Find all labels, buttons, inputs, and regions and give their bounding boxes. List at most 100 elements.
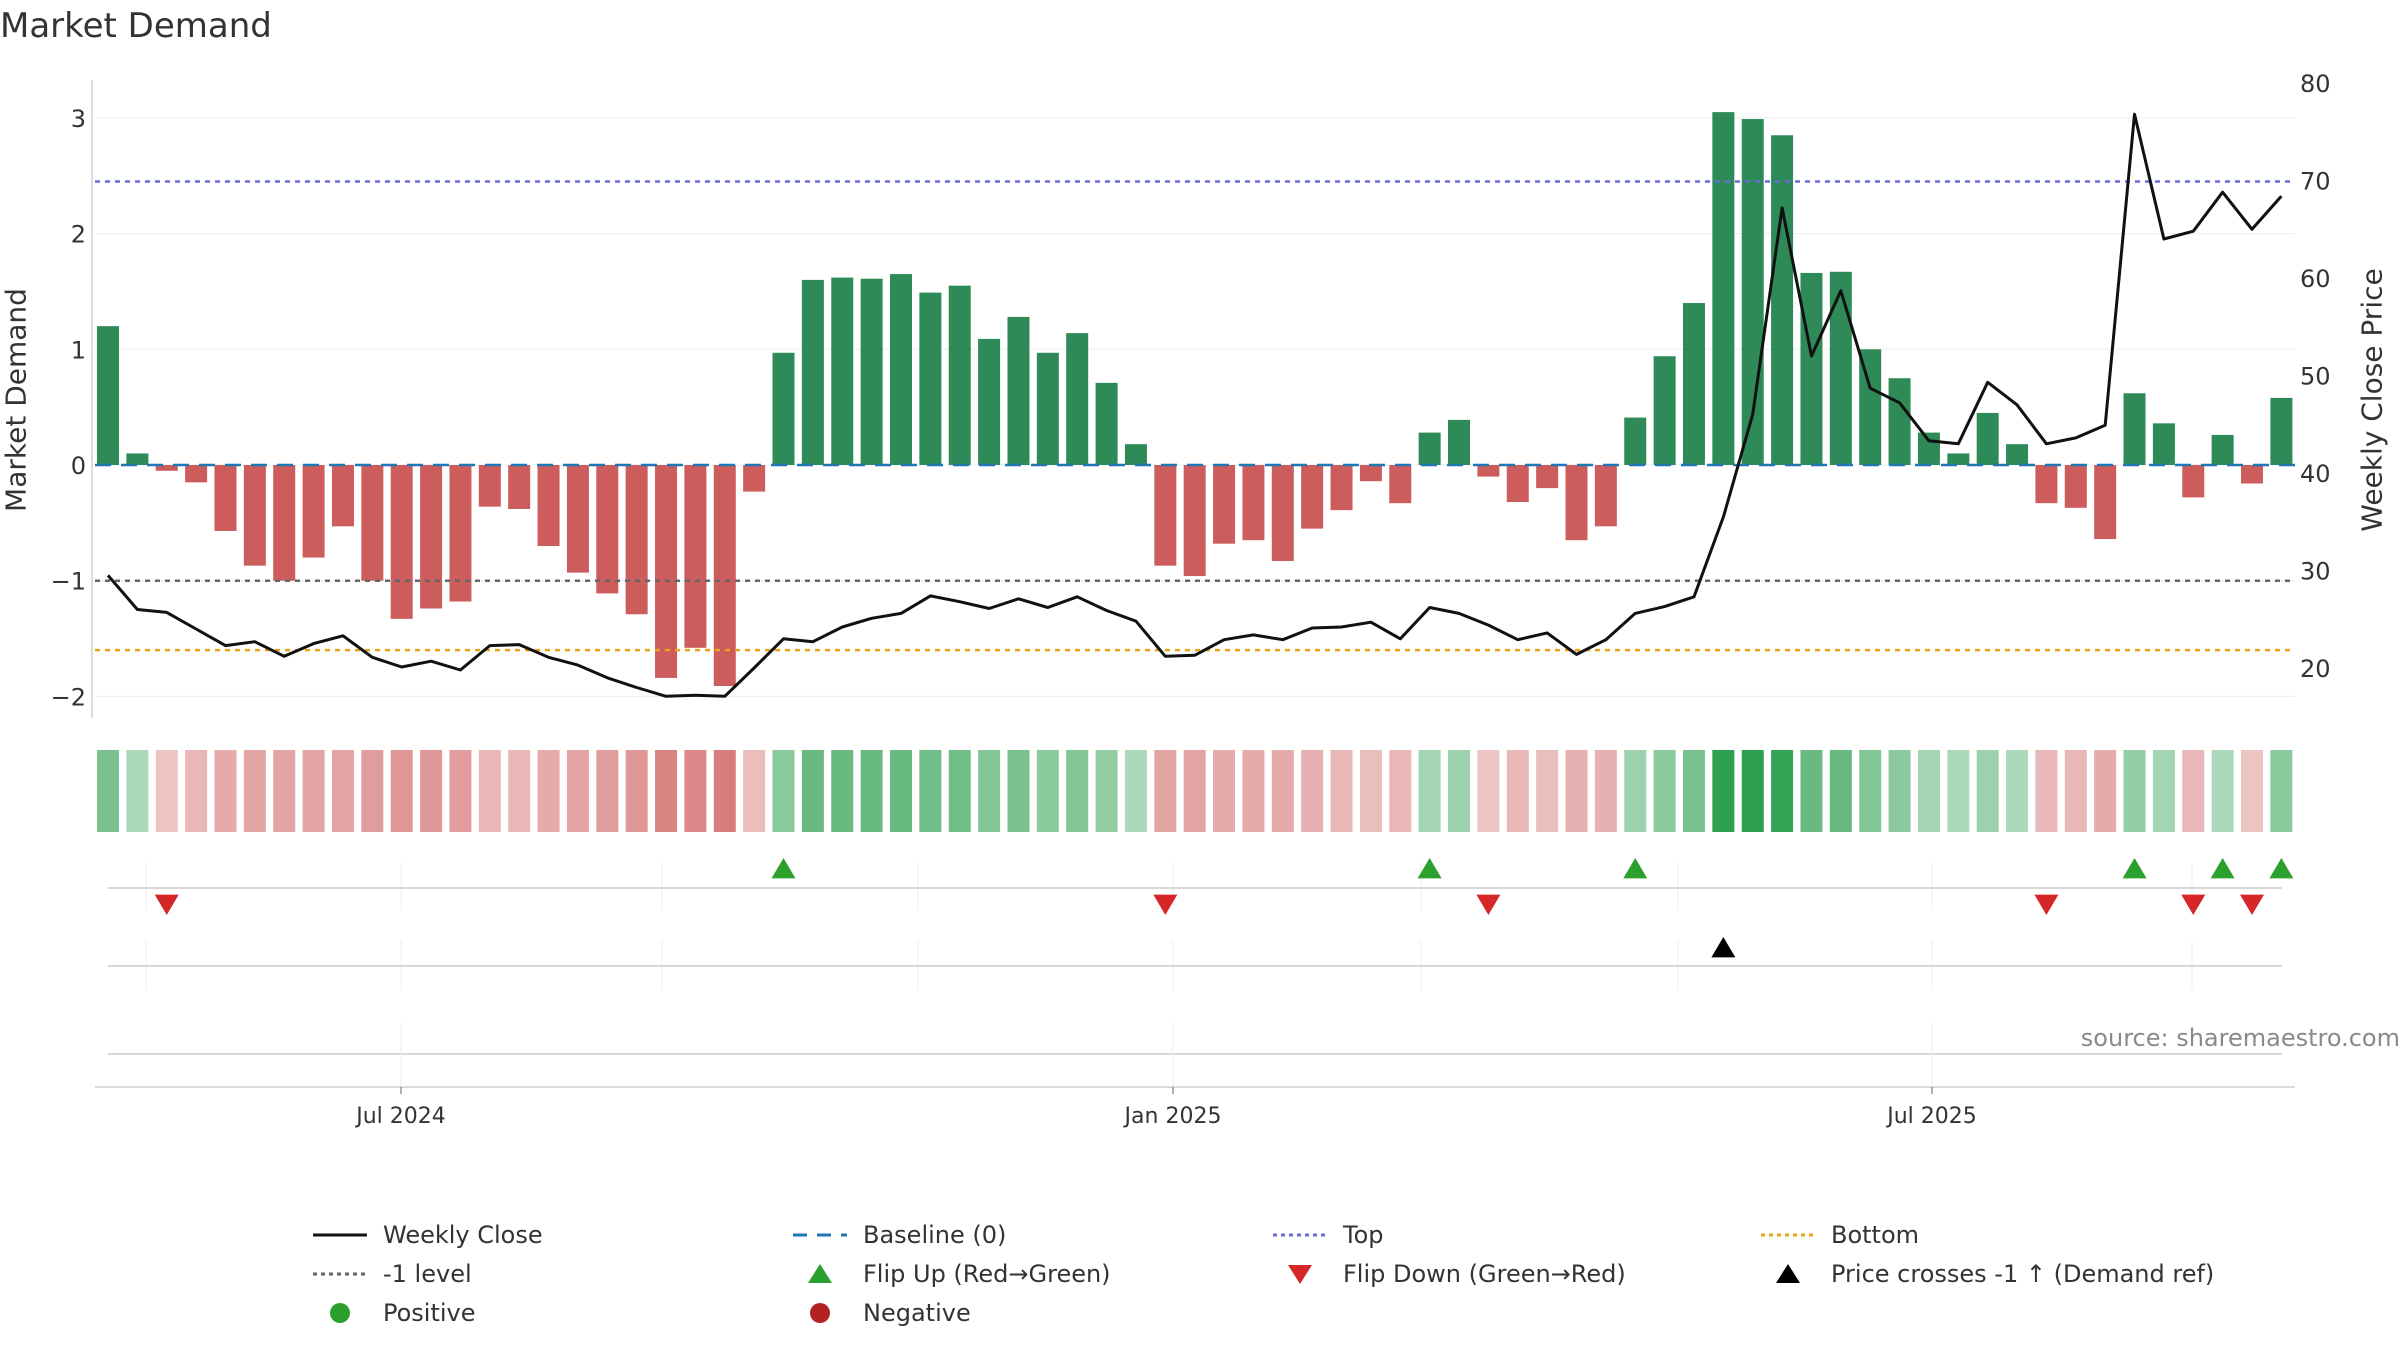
legend-label: Negative bbox=[863, 1299, 971, 1327]
demand-bar-positive bbox=[831, 277, 854, 465]
demand-bar-negative bbox=[713, 465, 736, 686]
legend-item: Weekly Close bbox=[305, 1218, 543, 1252]
demand-bar-negative bbox=[596, 465, 619, 594]
y-tick-label-left: 1 bbox=[71, 336, 86, 364]
intensity-cell bbox=[2152, 750, 2175, 832]
x-tick-label: Jan 2025 bbox=[1123, 1104, 1222, 1129]
intensity-cell bbox=[2035, 750, 2058, 832]
legend-item: Negative bbox=[785, 1296, 971, 1330]
intensity-cell bbox=[948, 750, 971, 832]
intensity-cell bbox=[2094, 750, 2117, 832]
intensity-cell bbox=[2064, 750, 2087, 832]
intensity-cell bbox=[1036, 750, 1059, 832]
intensity-cell bbox=[1066, 750, 1089, 832]
intensity-cell bbox=[1389, 750, 1412, 832]
intensity-cell bbox=[1859, 750, 1882, 832]
legend-symbol bbox=[313, 1272, 367, 1276]
intensity-cell bbox=[1771, 750, 1794, 832]
demand-bar-positive bbox=[978, 338, 1001, 465]
intensity-cell bbox=[1271, 750, 1294, 832]
legend-label: Weekly Close bbox=[383, 1221, 543, 1249]
intensity-cell bbox=[273, 750, 296, 832]
demand-bar-positive bbox=[1653, 356, 1676, 465]
legend-symbol bbox=[1761, 1233, 1815, 1237]
y-tick-label-left: −1 bbox=[51, 568, 86, 596]
intensity-cell bbox=[1917, 750, 1940, 832]
intensity-cell bbox=[1888, 750, 1911, 832]
demand-bar-negative bbox=[1330, 465, 1353, 511]
demand-bar-negative bbox=[1477, 465, 1500, 477]
demand-bar-positive bbox=[1066, 333, 1089, 465]
demand-bar-negative bbox=[1213, 465, 1236, 544]
intensity-cell bbox=[1301, 750, 1324, 832]
intensity-cell bbox=[2211, 750, 2234, 832]
legend-item: Positive bbox=[305, 1296, 476, 1330]
intensity-cell bbox=[1741, 750, 1764, 832]
y-tick-label-right: 30 bbox=[2300, 558, 2331, 586]
demand-bar-positive bbox=[889, 274, 912, 465]
demand-bar-negative bbox=[1506, 465, 1529, 503]
intensity-cell bbox=[919, 750, 942, 832]
demand-bar-positive bbox=[1624, 417, 1647, 465]
intensity-cell bbox=[1624, 750, 1647, 832]
demand-bar-negative bbox=[1183, 465, 1206, 577]
intensity-cell bbox=[126, 750, 149, 832]
intensity-cell bbox=[1242, 750, 1265, 832]
demand-bar-positive bbox=[1124, 444, 1147, 465]
intensity-cell bbox=[1506, 750, 1529, 832]
intensity-cell bbox=[743, 750, 766, 832]
intensity-cell bbox=[361, 750, 384, 832]
demand-bar-negative bbox=[1154, 465, 1177, 566]
demand-bar-positive bbox=[2123, 393, 2146, 465]
intensity-cell bbox=[478, 750, 501, 832]
demand-bar-positive bbox=[1448, 419, 1471, 465]
demand-bar-negative bbox=[273, 465, 296, 581]
demand-bar-positive bbox=[1007, 316, 1030, 465]
intensity-cell bbox=[1712, 750, 1735, 832]
flip-down-marker bbox=[154, 894, 179, 915]
demand-bar-positive bbox=[2152, 423, 2175, 465]
y-tick-label-left: −2 bbox=[51, 683, 86, 711]
flip-up-marker bbox=[771, 858, 796, 879]
x-tick-label: Jul 2025 bbox=[1885, 1104, 1977, 1129]
demand-bar-negative bbox=[449, 465, 472, 602]
legend-label: Positive bbox=[383, 1299, 476, 1327]
intensity-cell bbox=[625, 750, 648, 832]
demand-bar-positive bbox=[1771, 135, 1794, 465]
demand-bar-negative bbox=[566, 465, 589, 573]
intensity-cell bbox=[1653, 750, 1676, 832]
flip-down-marker bbox=[1476, 894, 1501, 915]
intensity-cell bbox=[2123, 750, 2146, 832]
intensity-cell bbox=[2006, 750, 2029, 832]
demand-bar-negative bbox=[1594, 465, 1617, 527]
demand-bar-negative bbox=[2241, 465, 2264, 484]
demand-bar-negative bbox=[2064, 465, 2087, 508]
flip-up-marker bbox=[2210, 858, 2235, 879]
intensity-cell bbox=[1682, 750, 1705, 832]
demand-bar-positive bbox=[1829, 271, 1852, 465]
demand-bar-positive bbox=[772, 352, 795, 465]
demand-bar-negative bbox=[743, 465, 766, 492]
legend-item: Baseline (0) bbox=[785, 1218, 1006, 1252]
demand-bar-positive bbox=[1888, 378, 1911, 465]
demand-bar-negative bbox=[537, 465, 560, 546]
y-tick-label-left: 2 bbox=[71, 221, 86, 249]
flip-up-marker bbox=[2122, 858, 2147, 879]
demand-bar-negative bbox=[214, 465, 237, 531]
intensity-cell bbox=[1448, 750, 1471, 832]
flip-up-marker bbox=[1417, 858, 1442, 879]
intensity-cell bbox=[713, 750, 736, 832]
y-tick-label-left: 3 bbox=[71, 105, 86, 133]
intensity-cell bbox=[772, 750, 795, 832]
intensity-cell bbox=[1418, 750, 1441, 832]
intensity-cell bbox=[1565, 750, 1588, 832]
intensity-cell bbox=[1800, 750, 1823, 832]
demand-bar-negative bbox=[478, 465, 501, 507]
demand-bar-negative bbox=[361, 465, 384, 581]
intensity-cell bbox=[185, 750, 208, 832]
y-tick-label-right: 20 bbox=[2300, 655, 2331, 683]
demand-bar-negative bbox=[331, 465, 354, 527]
intensity-cell bbox=[1536, 750, 1559, 832]
demand-bar-positive bbox=[1712, 112, 1735, 466]
